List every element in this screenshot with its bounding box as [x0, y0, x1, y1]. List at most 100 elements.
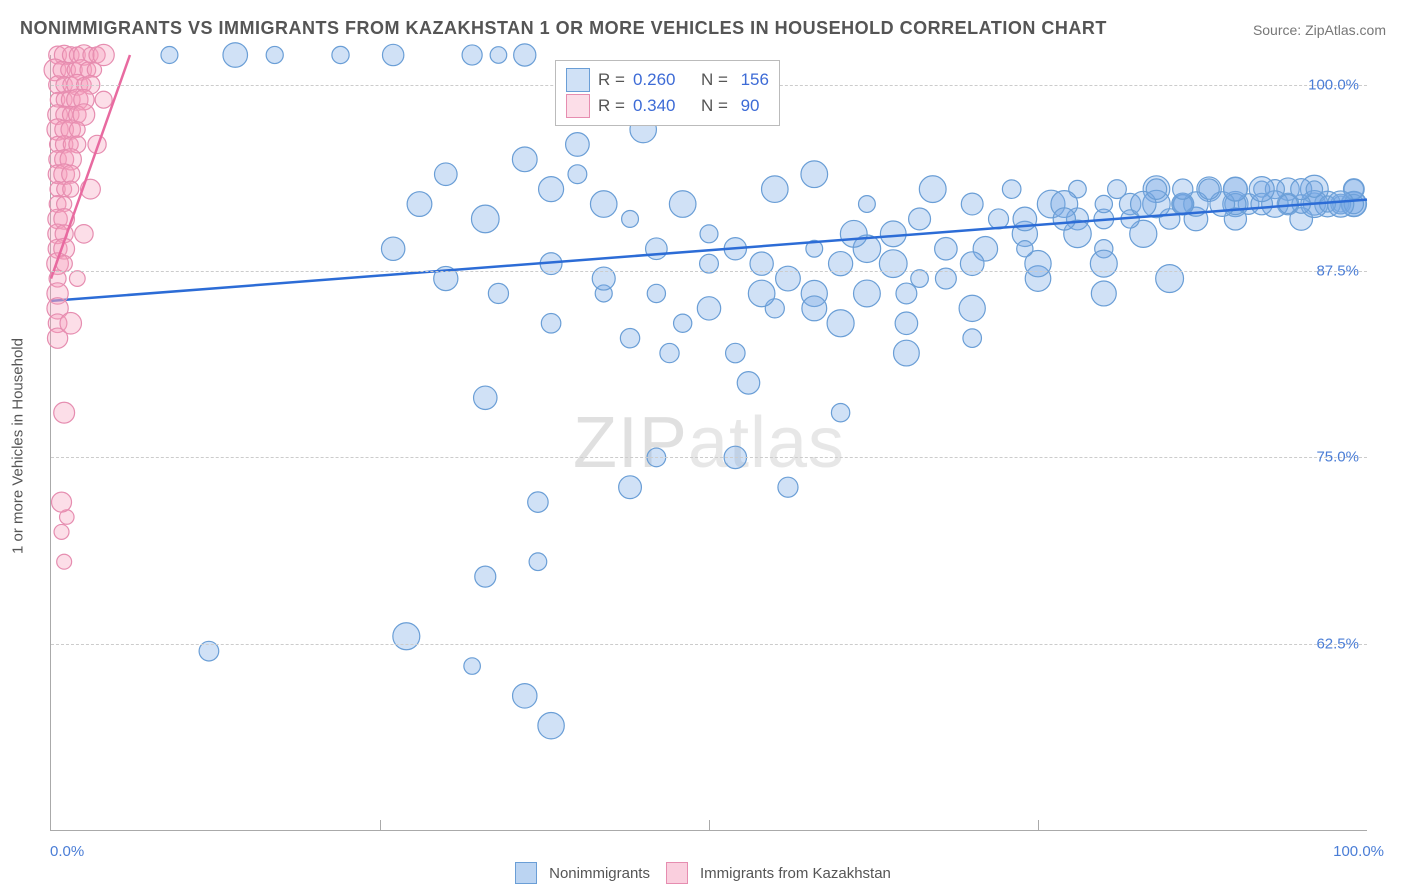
data-point [737, 372, 759, 394]
data-point [332, 46, 349, 63]
stat-r-value: 0.340 [633, 93, 676, 119]
data-point [1306, 181, 1322, 197]
data-point [490, 47, 507, 64]
legend-swatch [566, 94, 590, 118]
data-point [859, 196, 876, 213]
data-point [1090, 250, 1117, 277]
y-tick-label: 62.5% [1316, 635, 1359, 652]
stat-n-label: N = [701, 67, 728, 93]
data-point [894, 340, 920, 366]
data-point [513, 684, 537, 708]
data-point [1173, 179, 1193, 199]
y-tick-label: 75.0% [1316, 449, 1359, 466]
legend-swatch [666, 862, 688, 884]
data-point [512, 147, 537, 172]
data-point [464, 658, 481, 675]
data-point [961, 193, 983, 215]
data-point [529, 553, 547, 571]
data-point [726, 343, 746, 363]
data-point [63, 181, 79, 197]
data-point [60, 313, 81, 334]
data-point [471, 205, 499, 233]
data-point [963, 329, 982, 348]
data-point [879, 250, 907, 278]
legend-swatch [566, 68, 590, 92]
data-point [69, 122, 85, 138]
data-point [266, 46, 283, 63]
stats-legend: R =0.260 N = 156R =0.340 N = 90 [555, 60, 780, 126]
data-point [382, 44, 403, 65]
data-point [462, 45, 482, 65]
stat-n-label: N = [701, 93, 728, 119]
data-point [831, 404, 849, 422]
data-point [762, 176, 789, 203]
data-point [568, 165, 587, 184]
y-axis-label: 1 or more Vehicles in Household [10, 338, 27, 554]
data-point [566, 133, 590, 157]
data-point [95, 91, 112, 108]
data-point [802, 296, 827, 321]
data-point [619, 476, 642, 499]
legend-label: Nonimmigrants [549, 865, 650, 882]
legend-swatch [515, 862, 537, 884]
data-point [840, 220, 867, 247]
data-point [646, 238, 668, 260]
data-point [87, 63, 101, 77]
data-point [620, 328, 639, 347]
data-point [909, 208, 931, 230]
data-point [1156, 265, 1184, 293]
data-point [474, 386, 497, 409]
scatter-svg [51, 55, 1367, 830]
data-point [528, 492, 548, 512]
chart-container: NONIMMIGRANTS VS IMMIGRANTS FROM KAZAKHS… [0, 0, 1406, 892]
data-point [54, 524, 69, 539]
y-tick-label: 100.0% [1308, 76, 1359, 93]
data-point [748, 280, 775, 307]
data-point [1002, 180, 1021, 199]
legend-label: Immigrants from Kazakhstan [700, 865, 891, 882]
data-point [52, 492, 72, 512]
stats-row: R =0.340 N = 90 [566, 93, 769, 119]
data-point [911, 270, 929, 288]
data-point [959, 295, 985, 321]
data-point [647, 284, 665, 302]
data-point [75, 225, 93, 243]
chart-title: NONIMMIGRANTS VS IMMIGRANTS FROM KAZAKHS… [20, 18, 1107, 39]
data-point [541, 314, 561, 334]
data-point [829, 252, 853, 276]
data-point [801, 161, 828, 188]
data-point [776, 266, 801, 291]
data-point [989, 209, 1009, 229]
y-tick-label: 87.5% [1316, 263, 1359, 280]
data-point [1199, 179, 1219, 199]
data-point [161, 47, 178, 64]
stat-n-value: 90 [736, 93, 760, 119]
x-axis-max-label: 100.0% [1333, 843, 1384, 860]
data-point [895, 312, 918, 335]
data-point [1223, 177, 1247, 201]
data-point [223, 43, 248, 68]
stat-r-label: R = [598, 67, 625, 93]
data-point [69, 271, 85, 287]
data-point [57, 554, 72, 569]
data-point [407, 192, 432, 217]
plot-area: ZIPatlas 62.5%75.0%87.5%100.0% [50, 55, 1367, 831]
data-point [935, 237, 958, 260]
data-point [827, 310, 854, 337]
data-point [674, 314, 692, 332]
stat-n-value: 156 [736, 67, 769, 93]
data-point [660, 343, 679, 362]
data-point [622, 211, 639, 228]
data-point [1108, 180, 1127, 199]
data-point [539, 177, 564, 202]
data-point [538, 712, 564, 738]
data-point [488, 283, 508, 303]
data-point [854, 280, 881, 307]
data-point [700, 225, 718, 243]
data-point [880, 221, 906, 247]
data-point [1146, 179, 1166, 199]
data-point [381, 237, 404, 260]
data-point [514, 44, 536, 66]
x-axis-min-label: 0.0% [50, 843, 84, 860]
data-point [475, 566, 496, 587]
